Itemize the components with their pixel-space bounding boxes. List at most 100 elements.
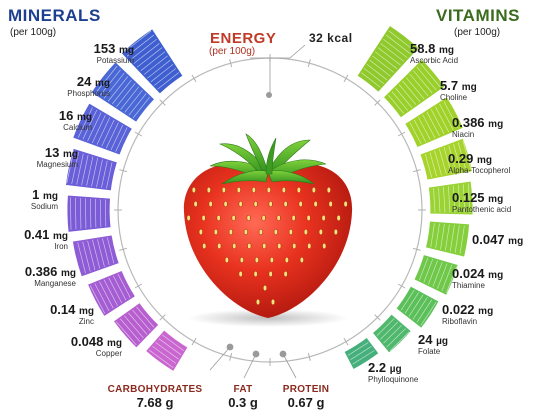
mineral-bar (72, 234, 120, 278)
macro-protein: PROTEIN 0.67 g (282, 384, 330, 410)
seed (243, 228, 248, 236)
seed (253, 200, 258, 208)
vitamins-title: VITAMINS (436, 6, 520, 25)
seed (216, 214, 221, 222)
seed (307, 242, 312, 250)
seed (298, 200, 303, 208)
seed (238, 270, 243, 278)
seed (283, 270, 288, 278)
seed (247, 242, 252, 250)
mineral-bar (65, 147, 118, 192)
seed (281, 186, 286, 194)
mineral-bar (72, 102, 133, 156)
seed (253, 270, 258, 278)
seed (343, 200, 348, 208)
vitamins-bars (343, 24, 474, 371)
seed (261, 214, 266, 222)
seed (306, 214, 311, 222)
seed (268, 270, 273, 278)
vitamin-riboflavin: 0.022 mg Riboflavin (442, 302, 494, 326)
mineral-iron: 0.41 mg Iron (24, 227, 68, 251)
seed (206, 186, 211, 194)
mineral-phosphorus: 24 mg Phosphorus (67, 74, 110, 98)
mineral-bar (90, 61, 156, 123)
vitamin-unlabeled: 0.047 mg (472, 232, 524, 247)
seed (198, 228, 203, 236)
mineral-copper: 0.048 mg Copper (70, 334, 122, 358)
seed (239, 256, 244, 264)
seed (254, 256, 259, 264)
seed (193, 200, 198, 208)
seed (228, 228, 233, 236)
seed (236, 186, 241, 194)
seed (223, 200, 228, 208)
vitamin-choline: 5.7 mg Choline (440, 78, 477, 102)
seed (321, 214, 326, 222)
seed (186, 214, 191, 222)
berry-leaves (209, 133, 327, 185)
minerals-bars (65, 28, 189, 372)
seed (221, 186, 226, 194)
seed (258, 228, 263, 236)
seed (299, 256, 304, 264)
vitamin-folate: 24 µg Folate (418, 332, 448, 356)
seed (202, 242, 207, 250)
seed (208, 200, 213, 208)
seed (326, 186, 331, 194)
macro-carbohydrates: CARBOHYDRATES 7.68 g (107, 384, 203, 410)
seed (328, 200, 333, 208)
seed (262, 284, 268, 292)
seed (322, 242, 327, 250)
vitamin-bar (371, 313, 412, 354)
macro-pointers (209, 343, 297, 379)
seed (288, 228, 293, 236)
strawberry-illustration (183, 133, 353, 318)
energy-dot (266, 92, 272, 98)
vitamin-bar (395, 285, 440, 329)
seed (269, 256, 274, 264)
minerals-subtitle: (per 100g) (10, 27, 57, 38)
seed (273, 228, 278, 236)
vitamin-ascorbic-acid: 58.8 mg Ascorbic Acid (410, 41, 459, 65)
energy-subtitle: (per 100g) (209, 46, 256, 57)
seed (266, 186, 271, 194)
seed (191, 186, 196, 194)
seed (292, 242, 297, 250)
seed (224, 256, 229, 264)
vitamin-alpha-tocopherol: 0.29 mg Alpha-Tocopherol (448, 151, 511, 175)
vitamin-bar (419, 137, 473, 181)
macro-fat: FAT 0.3 g (228, 384, 258, 410)
seed (277, 242, 282, 250)
seed (336, 214, 341, 222)
energy-title: ENERGY (210, 30, 277, 47)
minerals-title: MINERALS (8, 6, 101, 25)
seed (238, 200, 243, 208)
seed (296, 186, 301, 194)
seed (232, 242, 237, 250)
berry-seeds (186, 186, 348, 306)
vitamin-niacin: 0.386 mg Niacin (452, 115, 504, 139)
seed (268, 200, 273, 208)
seed (313, 200, 318, 208)
mineral-potassium: 153 mg Potassium (93, 41, 134, 65)
energy-value: 32 kcal (309, 31, 353, 45)
seed (311, 186, 316, 194)
seed (283, 200, 288, 208)
seed (303, 228, 308, 236)
seed (333, 228, 338, 236)
ring-ticks (114, 54, 426, 366)
vitamin-bar (343, 336, 380, 371)
vitamin-pantothenic-acid: 0.125 mg Pantothenic acid (452, 190, 512, 214)
seed (231, 214, 236, 222)
seed (246, 214, 251, 222)
vitamins-subtitle: (per 100g) (454, 27, 501, 38)
mineral-bar (66, 194, 112, 233)
seed (270, 298, 276, 306)
seed (276, 214, 281, 222)
mineral-magnesium: 13 mg Magnesium (36, 145, 78, 169)
vitamin-thiamine: 0.024 mg Thiamine (452, 266, 504, 290)
mineral-manganese: 0.386 mg Manganese (24, 264, 76, 288)
seed (255, 298, 261, 306)
seed (251, 186, 256, 194)
